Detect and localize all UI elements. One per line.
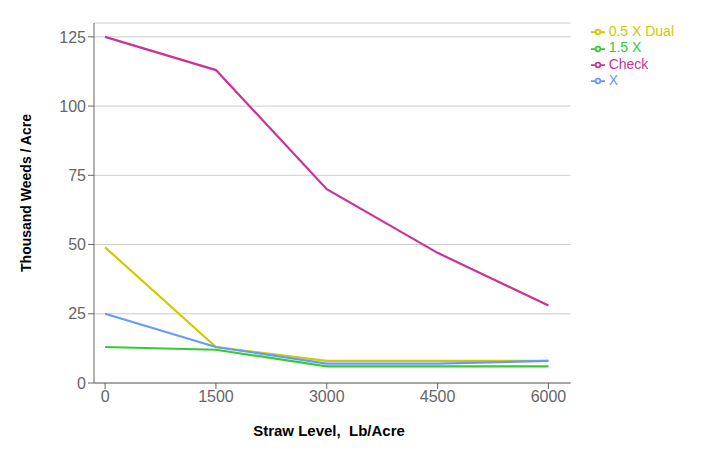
svg-text:3000: 3000 [309,388,345,405]
svg-text:1500: 1500 [198,388,234,405]
html-text:0.5 X Dual: 0.5 X Dual [608,23,674,39]
html-text:Thousand Weeds / Acre: Thousand Weeds / Acre [18,114,34,272]
html-text:1.5 X: 1.5 X [608,39,642,56]
html-text:Straw Level, Lb/Acre: Straw Level, Lb/Acre [253,422,405,439]
svg-text:4500: 4500 [420,388,456,405]
svg-text:50: 50 [68,236,86,253]
html-text:Check: Check [608,55,649,72]
html-text:X: X [608,71,618,88]
svg-text:0: 0 [77,375,86,392]
svg-text:75: 75 [68,167,86,184]
svg-text:0: 0 [101,388,110,405]
svg-text:25: 25 [68,305,86,322]
svg-text:100: 100 [59,98,86,115]
svg-text:125: 125 [59,29,86,46]
svg-text:6000: 6000 [531,388,567,405]
